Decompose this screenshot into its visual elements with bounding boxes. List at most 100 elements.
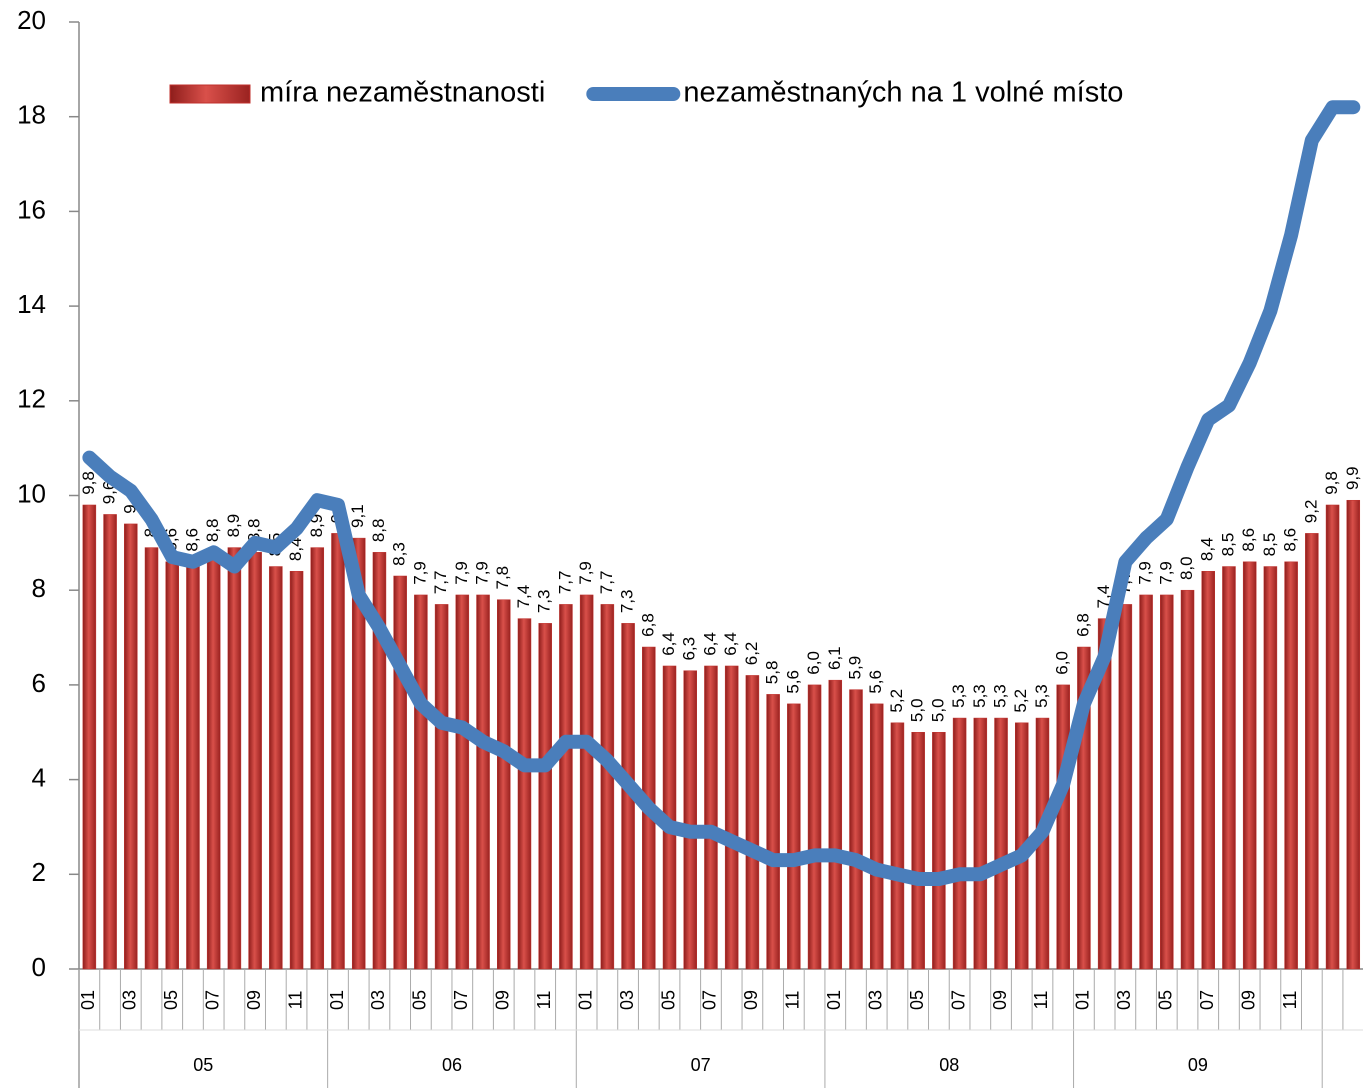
bar	[1284, 561, 1298, 970]
data-label: 5,3	[949, 684, 968, 708]
bar	[393, 575, 407, 970]
y-tick-label: 4	[32, 762, 46, 792]
data-label: 8,0	[1177, 556, 1196, 580]
data-label: 9,9	[1343, 466, 1362, 490]
bar	[994, 717, 1008, 970]
y-tick-label: 14	[17, 289, 46, 319]
bar	[1305, 533, 1319, 970]
bar	[1056, 684, 1070, 970]
data-label: 8,3	[390, 542, 409, 566]
bar	[1242, 561, 1257, 970]
data-label: 5,6	[783, 670, 802, 694]
bar	[973, 717, 988, 970]
data-label: 7,4	[1094, 585, 1113, 609]
data-label: 5,6	[866, 670, 885, 694]
y-tick-label: 12	[17, 384, 46, 414]
data-label: 8,6	[1281, 528, 1300, 552]
data-label: 5,2	[887, 689, 906, 713]
x-tick-label: 11	[1280, 991, 1300, 1010]
x-tick-label: 03	[1114, 990, 1134, 1010]
bar	[497, 599, 511, 970]
bar	[745, 675, 760, 970]
data-label: 6,0	[804, 651, 823, 675]
bar	[372, 552, 387, 970]
y-tick-label: 10	[17, 478, 46, 508]
x-tick-label: 09	[244, 990, 264, 1010]
x-tick-label: 01	[575, 990, 595, 1010]
bar	[414, 594, 428, 970]
bar	[911, 732, 925, 970]
bar	[289, 571, 304, 970]
x-tick-label: 07	[451, 990, 471, 1010]
bar	[310, 547, 325, 970]
data-label: 7,9	[1156, 561, 1175, 585]
data-label: 6,2	[742, 642, 761, 666]
bar	[828, 679, 843, 970]
data-label: 6,4	[721, 632, 740, 656]
x-tick-label: 07	[700, 990, 720, 1010]
x-tick-label: 05	[1156, 990, 1176, 1010]
bar	[932, 732, 946, 970]
data-label: 7,7	[597, 571, 616, 595]
data-label: 5,2	[1011, 689, 1030, 713]
data-label: 5,8	[763, 661, 782, 685]
bar	[248, 552, 262, 970]
data-label: 8,5	[1260, 533, 1279, 557]
x-tick-label: 01	[327, 990, 347, 1010]
bar	[476, 594, 490, 970]
bar	[1118, 604, 1133, 970]
bar	[103, 514, 117, 970]
data-label: 6,0	[1053, 651, 1072, 675]
y-tick-label: 18	[17, 100, 46, 130]
x-tick-label: 09	[1238, 990, 1258, 1010]
bar	[331, 533, 345, 970]
x-tick-label: 11	[1031, 991, 1051, 1010]
x-tick-label: 05	[161, 990, 181, 1010]
y-tick-label: 8	[32, 573, 46, 603]
x-tick-label: 05	[907, 990, 927, 1010]
x-tick-label: 09	[990, 990, 1010, 1010]
bar	[766, 694, 780, 970]
bar	[351, 537, 366, 970]
x-tick-label: 07	[1197, 990, 1217, 1010]
bar	[890, 722, 905, 970]
bar	[724, 665, 739, 970]
data-label: 8,6	[1239, 528, 1258, 552]
bar	[1201, 571, 1215, 970]
group-label: 07	[691, 1055, 711, 1075]
bar	[579, 594, 594, 970]
data-label: 8,4	[1198, 537, 1217, 561]
bar	[1160, 594, 1174, 970]
x-tick-label: 11	[285, 991, 305, 1010]
legend-label: míra nezaměstnanosti	[260, 77, 545, 109]
bar	[144, 547, 159, 970]
data-label: 7,7	[431, 571, 450, 595]
legend-label: nezaměstnaných na 1 volné místo	[683, 77, 1123, 109]
data-label: 7,9	[452, 561, 471, 585]
x-tick-label: 09	[493, 990, 513, 1010]
data-label: 8,8	[245, 518, 264, 542]
x-tick-label: 09	[741, 990, 761, 1010]
data-label: 7,9	[473, 561, 492, 585]
data-label: 9,8	[1322, 471, 1341, 495]
y-tick-label: 0	[32, 952, 46, 982]
x-tick-label: 11	[534, 991, 554, 1010]
data-label: 5,9	[845, 656, 864, 680]
x-tick-label: 11	[783, 991, 803, 1010]
data-label: 5,3	[1032, 684, 1051, 708]
bar	[186, 561, 200, 970]
bar	[517, 618, 532, 970]
data-label: 6,4	[700, 632, 719, 656]
data-label: 8,8	[203, 518, 222, 542]
group-label: 05	[193, 1055, 213, 1075]
bar	[269, 566, 283, 970]
x-tick-label: 01	[824, 990, 844, 1010]
x-tick-label: 03	[368, 990, 388, 1010]
bar	[1097, 618, 1112, 970]
bar	[455, 594, 470, 970]
data-label: 8,9	[224, 514, 243, 538]
data-label: 6,4	[659, 632, 678, 656]
bar	[165, 561, 179, 970]
legend-swatch	[169, 84, 251, 104]
group-label: 06	[442, 1055, 462, 1075]
